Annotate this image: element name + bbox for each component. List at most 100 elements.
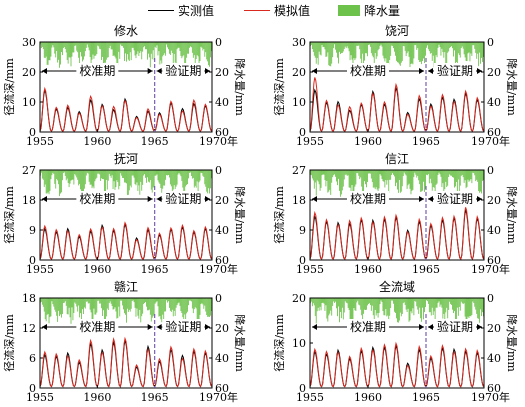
precip-bar xyxy=(200,298,202,305)
precip-bar xyxy=(425,170,426,190)
y2-tick-label: 60 xyxy=(215,382,229,395)
precip-bar xyxy=(404,170,406,175)
y2-tick-label: 40 xyxy=(215,96,229,109)
precip-bar xyxy=(176,170,178,185)
precip-bar xyxy=(370,298,372,311)
precip-bar xyxy=(124,42,125,62)
precip-bar xyxy=(335,170,336,177)
precip-bar xyxy=(91,298,93,321)
precip-bar xyxy=(71,170,73,180)
precip-bar xyxy=(53,298,55,307)
precip-bar xyxy=(61,170,62,193)
precip-bar xyxy=(104,42,105,63)
precip-bar xyxy=(76,42,78,51)
precip-bar xyxy=(343,170,345,180)
y2-tick-label: 60 xyxy=(215,254,229,267)
precip-bar xyxy=(350,42,352,56)
precip-bar xyxy=(69,298,71,318)
precip-bar xyxy=(407,170,409,186)
precip-bar xyxy=(178,298,180,303)
y2-axis-label: 降水量/mm xyxy=(233,58,247,116)
precip-bar xyxy=(394,298,395,312)
precip-bar xyxy=(338,42,339,64)
precip-bar xyxy=(402,170,404,177)
precip-bar xyxy=(371,298,373,306)
precip-bar xyxy=(347,298,349,308)
precip-bar xyxy=(187,42,189,54)
precip-bar xyxy=(380,298,382,301)
precip-bar xyxy=(125,42,126,54)
precip-bar xyxy=(396,42,397,61)
precip-bar xyxy=(444,170,446,190)
x-tick-label: 1970年 xyxy=(199,134,238,148)
y2-tick-label: 20 xyxy=(215,194,229,207)
precip-bar xyxy=(433,170,435,188)
precip-bar xyxy=(440,42,442,56)
precip-bar xyxy=(317,42,319,65)
precip-bar xyxy=(444,298,446,325)
precip-bars xyxy=(310,170,484,197)
precip-bar xyxy=(379,170,381,175)
precip-bar xyxy=(92,298,94,322)
precip-bar xyxy=(449,170,451,175)
arrowhead-left xyxy=(156,68,162,74)
precip-bar xyxy=(87,170,89,174)
precip-bar xyxy=(205,298,207,312)
precip-bar xyxy=(383,298,385,316)
precip-bar xyxy=(420,42,422,62)
precip-bar xyxy=(165,170,167,180)
precip-bar xyxy=(167,298,168,303)
precip-bar xyxy=(453,42,454,57)
precip-bar xyxy=(413,42,415,59)
precip-bar xyxy=(177,170,179,175)
y-tick-label: 18 xyxy=(22,292,36,305)
y2-tick-label: 0 xyxy=(487,292,494,305)
precip-bar xyxy=(107,170,109,181)
precip-bar xyxy=(346,42,348,47)
precip-bar xyxy=(372,170,374,188)
precip-bar xyxy=(199,42,201,62)
precip-bar xyxy=(424,42,425,64)
precip-bar xyxy=(64,42,66,49)
precip-bar xyxy=(410,170,412,195)
precip-bar xyxy=(369,42,371,47)
precip-bar xyxy=(199,170,201,181)
y2-axis-label: 降水量/mm xyxy=(233,314,247,372)
precip-bar xyxy=(402,42,404,47)
precip-bar xyxy=(381,298,383,303)
precip-bar xyxy=(314,170,316,183)
precip-bar xyxy=(466,298,468,320)
precip-bar xyxy=(96,298,98,313)
precip-bar xyxy=(98,170,100,174)
precip-bar xyxy=(44,42,46,59)
precip-bar xyxy=(143,298,145,305)
precip-bar xyxy=(416,170,418,178)
precip-bar xyxy=(393,298,394,304)
arrowhead-left xyxy=(428,324,433,330)
precip-bar xyxy=(65,298,67,306)
precip-bar xyxy=(437,170,439,175)
precip-bar xyxy=(429,170,431,179)
precip-bar xyxy=(409,170,411,189)
precip-bar xyxy=(144,42,146,47)
precip-bar xyxy=(111,42,113,50)
precip-bar xyxy=(111,170,113,176)
precip-bar xyxy=(42,298,44,307)
precip-bar xyxy=(145,170,146,178)
precip-bar xyxy=(404,298,406,305)
precip-bar xyxy=(152,42,154,51)
precip-bar xyxy=(77,298,79,312)
validation-label: 验证期 xyxy=(165,191,201,206)
precip-bar xyxy=(314,42,316,58)
precip-bar xyxy=(467,298,469,317)
precip-bar xyxy=(173,170,175,186)
precip-bar xyxy=(398,42,400,65)
precip-bar xyxy=(445,170,447,182)
precip-bar xyxy=(186,298,188,314)
precip-bar xyxy=(59,42,60,68)
precip-bar xyxy=(61,298,62,318)
precip-bar xyxy=(458,298,460,307)
plot-frame xyxy=(39,297,213,389)
precip-bar xyxy=(63,298,65,303)
